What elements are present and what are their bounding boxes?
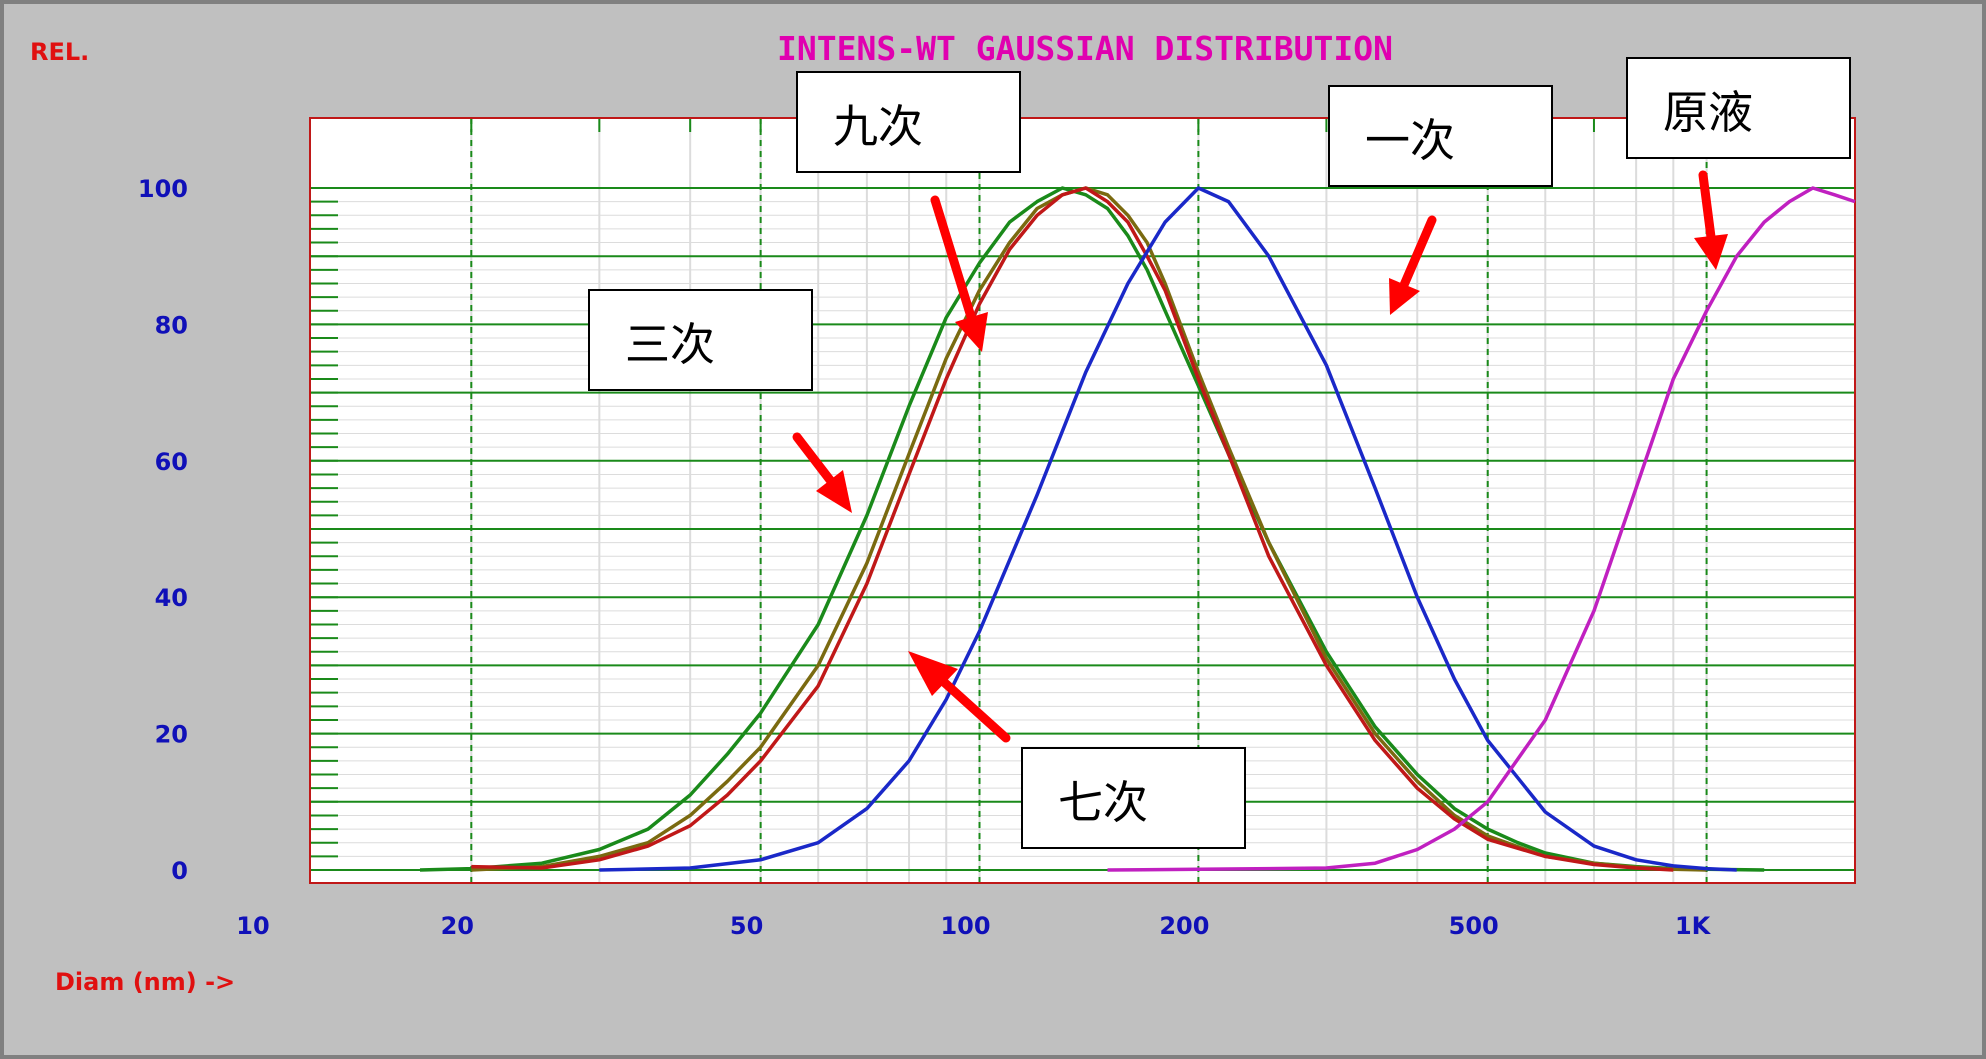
x-tick-label: 1K [1675, 912, 1712, 940]
series-line-4 [1107, 186, 1856, 872]
x-axis-ticks: 10 20 50 100 200 500 1K [236, 912, 1711, 940]
y-axis-ticks: 0 20 40 60 80 100 [138, 175, 188, 885]
x-axis-label: Diam (nm) -> [55, 968, 235, 996]
series-line-1 [471, 186, 1707, 872]
annotation-box-ninth: 九次 [796, 71, 1021, 173]
annotation-label-first: 一次 [1365, 114, 1455, 167]
y-tick-label: 100 [138, 175, 188, 203]
arrow-first [1389, 215, 1437, 315]
annotation-box-stock: 原液 [1626, 57, 1851, 159]
y-axis-label: REL. [30, 38, 89, 66]
plot-border [309, 117, 1856, 884]
annotation-box-first: 一次 [1328, 85, 1553, 187]
series-group [419, 186, 1856, 872]
annotation-box-third: 三次 [588, 289, 813, 391]
y-tick-label: 40 [155, 584, 188, 612]
y-tick-label: 60 [155, 448, 188, 476]
y-tick-label: 80 [155, 311, 188, 339]
arrow-third [792, 432, 852, 513]
x-tick-label: 20 [441, 912, 474, 940]
series-line-0 [419, 186, 1765, 872]
arrow-stock [1694, 170, 1728, 270]
x-tick-label: 50 [730, 912, 763, 940]
annotation-box-seventh: 七次 [1021, 747, 1246, 849]
x-tick-label: 200 [1159, 912, 1209, 940]
annotation-label-stock: 原液 [1663, 86, 1753, 139]
annotation-label-seventh: 七次 [1058, 776, 1148, 829]
series-line-3 [599, 186, 1737, 872]
x-tick-label: 100 [940, 912, 990, 940]
series-line-2 [471, 186, 1674, 872]
annotation-label-third: 三次 [625, 318, 715, 371]
x-tick-label: 500 [1449, 912, 1499, 940]
y-tick-label: 0 [171, 857, 188, 885]
chart-title: INTENS-WT GAUSSIAN DISTRIBUTION [777, 29, 1393, 68]
y-tick-label: 20 [155, 721, 188, 749]
annotation-label-ninth: 九次 [833, 100, 923, 153]
x-tick-label: 10 [236, 912, 269, 940]
arrow-ninth [930, 195, 988, 352]
arrow-seventh [908, 651, 1011, 743]
